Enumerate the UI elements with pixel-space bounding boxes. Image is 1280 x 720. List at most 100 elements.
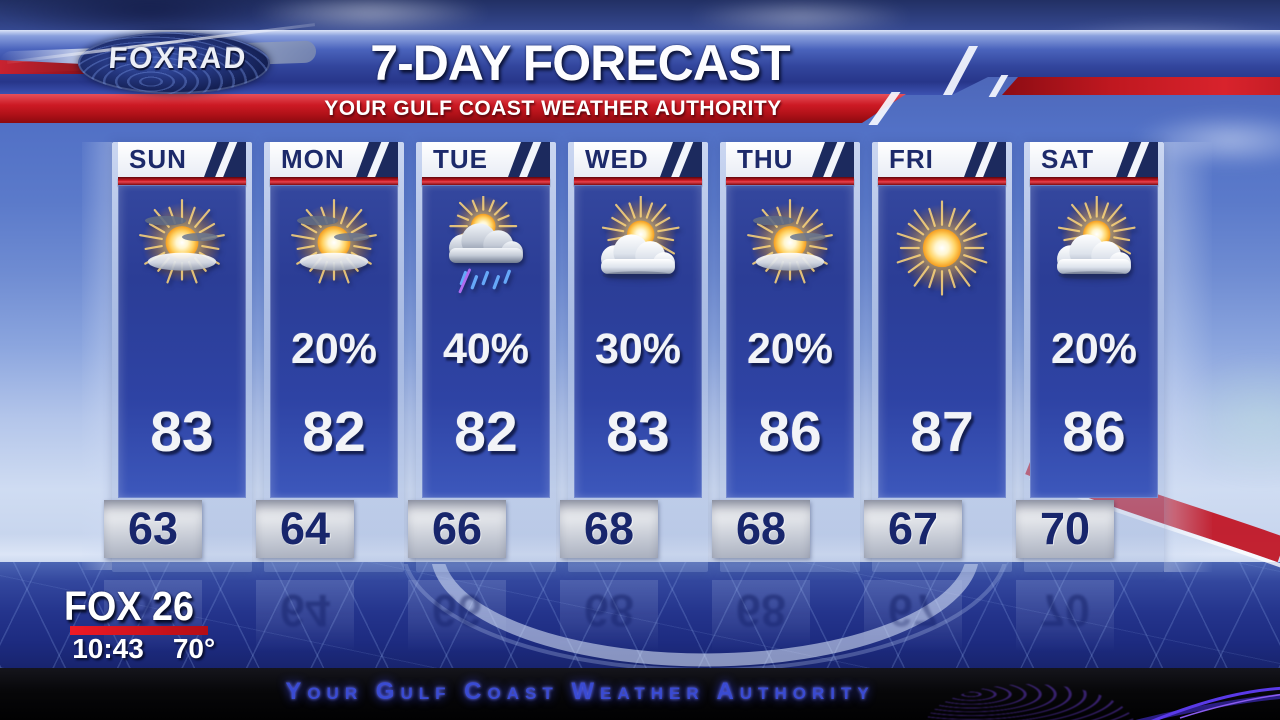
low-temp-reflection-number: 66 [431, 585, 483, 636]
high-temp: 86 [1062, 400, 1126, 464]
day-tab: SUN [118, 142, 246, 177]
day-tab-slash-decoration [1125, 142, 1151, 177]
day-tab-slash-decoration [973, 142, 999, 177]
radar-rings-oval [78, 32, 270, 94]
forecast-column-sun: SUN 83 63 63 [104, 142, 252, 656]
day-panel: 30% 83 [574, 185, 702, 498]
day-tab: WED [574, 142, 702, 177]
low-temp-reflection: 64 [256, 580, 354, 656]
storms-icon [422, 187, 550, 309]
glass-sheen-left [82, 142, 112, 570]
high-temp: 83 [606, 400, 670, 464]
low-temp: 67 [887, 503, 939, 554]
day-tab-label: THU [726, 142, 825, 177]
low-temp-reflection: 63 [104, 580, 202, 656]
low-temp: 63 [127, 503, 179, 554]
partly-cloudy-icon [574, 187, 702, 309]
tagline-text: YOUR GULF COAST WEATHER AUTHORITY [324, 97, 782, 120]
day-tab-red-stripe [726, 177, 854, 185]
day-name: MON [281, 144, 345, 174]
forecast-column-wed: WED 30% 83 68 68 [560, 142, 708, 656]
low-temp-reflection-number: 67 [887, 585, 939, 636]
low-temp-box: 66 [408, 500, 506, 558]
low-temp-reflection-number: 68 [583, 585, 635, 636]
day-tab-red-stripe [270, 177, 398, 185]
day-tab-red-stripe [574, 177, 702, 185]
low-temp-box: 70 [1016, 500, 1114, 558]
low-temp-box: 68 [712, 500, 810, 558]
tagline-ribbon [0, 94, 906, 123]
day-name: SUN [129, 144, 187, 174]
day-tab-label: SAT [1030, 142, 1129, 177]
day-name: FRI [889, 144, 934, 174]
day-tab-label: FRI [878, 142, 977, 177]
station-logo: FOX 26 [64, 583, 194, 629]
low-temp: 70 [1039, 503, 1091, 554]
day-tab-label: MON [270, 142, 369, 177]
precip-chance [878, 321, 1006, 377]
precip-chance: 20% [290, 325, 378, 373]
high-temp: 82 [454, 400, 518, 464]
footer-ticker-bar: Your Gulf Coast Weather Authority [0, 668, 1280, 720]
high-temp: 82 [302, 400, 366, 464]
day-tab: TUE [422, 142, 550, 177]
day-tab: THU [726, 142, 854, 177]
low-temp: 68 [735, 503, 787, 554]
day-tab-red-stripe [1030, 177, 1158, 185]
low-temp-reflection: 70 [1016, 580, 1114, 656]
low-temp-reflection-number: 64 [279, 585, 331, 636]
forecast-column-thu: THU 20% 86 68 68 [712, 142, 860, 656]
precip-chance: 40% [442, 325, 530, 373]
mostly-sunny-icon [270, 187, 398, 309]
day-tab-label: WED [574, 142, 673, 177]
page-title: 7-DAY FORECAST [370, 35, 790, 91]
low-temp: 68 [583, 503, 635, 554]
partly-cloudy-icon [1030, 187, 1158, 309]
mostly-sunny-icon [726, 187, 854, 309]
day-tab-red-stripe [878, 177, 1006, 185]
day-name: THU [737, 144, 794, 174]
low-temp-box: 64 [256, 500, 354, 558]
day-panel: 20% 86 [1030, 185, 1158, 498]
high-temp: 87 [910, 400, 974, 464]
foxrad-logo: FOXRAD [0, 23, 340, 112]
low-temp-reflection: 68 [712, 580, 810, 656]
mostly-sunny-icon [118, 187, 246, 309]
low-temp-reflection: 68 [560, 580, 658, 656]
day-panel: 20% 82 [270, 185, 398, 498]
day-name: TUE [433, 144, 488, 174]
low-temp-box: 68 [560, 500, 658, 558]
ribbon-right-segment [1002, 77, 1280, 95]
low-temp-reflection: 67 [864, 580, 962, 656]
high-temp: 86 [758, 400, 822, 464]
precip-chance [118, 321, 246, 377]
station-logo-red-underline [70, 626, 208, 635]
forecast-column-fri: FRI 87 67 67 [864, 142, 1012, 656]
precip-chance: 30% [594, 325, 682, 373]
day-panel: 40% 82 [422, 185, 550, 498]
day-tab-slash-decoration [365, 142, 391, 177]
day-tab: SAT [1030, 142, 1158, 177]
forecast-column-tue: TUE 40% 82 66 66 [408, 142, 556, 656]
day-name: WED [585, 144, 649, 174]
logo-red-wedge-decoration [0, 60, 88, 74]
forecast-column-sat: SAT 20% 86 70 70 [1016, 142, 1164, 656]
precip-chance: 20% [746, 325, 834, 373]
day-tab-slash-decoration [821, 142, 847, 177]
low-temp: 66 [431, 503, 483, 554]
low-temp-box: 67 [864, 500, 962, 558]
footer-tagline: Your Gulf Coast Weather Authority [285, 678, 875, 705]
day-tab-label: TUE [422, 142, 521, 177]
day-tab-slash-decoration [213, 142, 239, 177]
foxrad-wordmark: FOXRAD [107, 42, 249, 75]
low-temp-box: 63 [104, 500, 202, 558]
sunny-icon [878, 187, 1006, 309]
low-temp-reflection-number: 70 [1039, 585, 1091, 636]
day-tab-red-stripe [118, 177, 246, 185]
low-temp-reflection: 66 [408, 580, 506, 656]
day-tab-slash-decoration [517, 142, 543, 177]
current-temperature: 70° [172, 633, 216, 664]
glass-sheen-right [1164, 142, 1212, 572]
high-temp: 83 [150, 400, 214, 464]
